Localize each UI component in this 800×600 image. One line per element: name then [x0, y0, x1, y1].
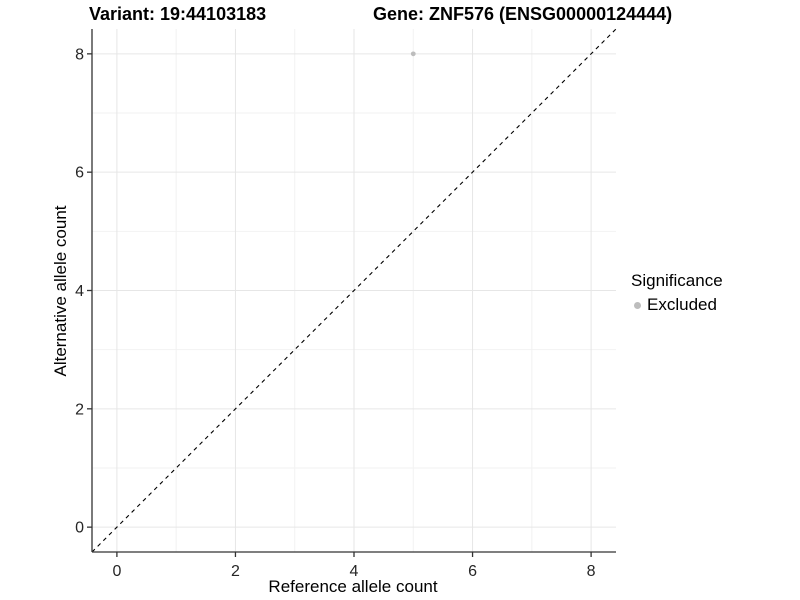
legend-item-label: Excluded: [647, 295, 717, 314]
x-tick-label: 0: [112, 563, 121, 580]
legend-point-icon: [634, 301, 641, 309]
legend: Significance Excluded: [631, 271, 723, 315]
identity-dashed-line: [91, 28, 617, 553]
y-tick-label: 0: [75, 520, 84, 537]
x-tick-label: 2: [231, 563, 240, 580]
plot-title-gene: Gene: ZNF576 (ENSG00000124444): [373, 4, 673, 24]
y-tick-label: 4: [75, 283, 84, 300]
y-tick-label: 8: [75, 46, 84, 63]
plot-title-variant: Variant: 19:44103183: [89, 4, 267, 24]
y-axis-label: Alternative allele count: [51, 205, 70, 377]
legend-item-excluded: Excluded: [631, 295, 723, 315]
data-point: [410, 51, 416, 57]
x-tick-label: 4: [350, 563, 359, 580]
y-tick-label: 2: [75, 401, 84, 418]
legend-title: Significance: [631, 271, 723, 290]
x-tick-label: 8: [587, 563, 596, 580]
x-axis-label: Reference allele count: [268, 577, 438, 596]
y-tick-label: 6: [75, 165, 84, 182]
x-tick-label: 6: [468, 563, 477, 580]
